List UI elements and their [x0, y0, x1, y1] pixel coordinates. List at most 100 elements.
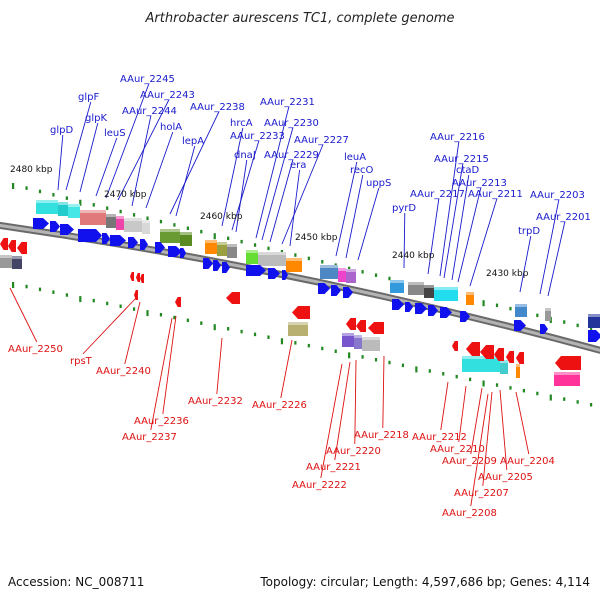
reverse-gene-leader: [440, 381, 449, 431]
feature-box: [160, 229, 180, 243]
scale-tick-inner: [334, 349, 337, 354]
reverse-gene-arrow: [175, 297, 181, 307]
scale-tick-outer: [321, 260, 324, 264]
reverse-gene-leader: [124, 301, 141, 365]
forward-gene-arrow: [392, 299, 404, 310]
forward-gene-leader: [231, 140, 260, 231]
feature-box-shine: [12, 256, 22, 259]
scale-tick-inner: [469, 377, 472, 382]
feature-box-shine: [58, 202, 68, 205]
scale-tick-outer: [92, 203, 95, 207]
feature-box: [424, 285, 434, 298]
feature-box-shine: [106, 214, 116, 217]
scale-tick-inner: [348, 352, 351, 359]
feature-box-shine: [246, 250, 258, 253]
feature-box: [106, 214, 116, 228]
forward-gene-leader: [65, 101, 92, 191]
feature-box: [462, 356, 500, 372]
feature-box-shine: [408, 282, 424, 285]
scale-tick-inner: [415, 366, 418, 373]
forward-gene-label: AAur_2230: [264, 118, 319, 129]
scale-tick-outer: [106, 206, 109, 210]
reverse-gene-arrow: [0, 238, 8, 250]
feature-box: [205, 240, 217, 254]
feature-box-shine: [362, 337, 380, 340]
scale-tick-inner: [106, 301, 109, 306]
reverse-gene-label: AAur_2226: [252, 400, 307, 411]
feature-box-shine: [515, 304, 527, 307]
scale-label: 2480 kbp: [10, 165, 53, 175]
feature-box-shine: [545, 308, 551, 311]
scale-tick-outer: [253, 243, 257, 247]
forward-gene-label: AAur_2217: [410, 189, 465, 200]
reverse-gene-label: AAur_2240: [96, 366, 151, 377]
reverse-gene-leader: [470, 387, 483, 455]
scale-tick-inner: [25, 284, 28, 289]
reverse-gene-arrow: [346, 318, 356, 330]
scale-tick-outer: [159, 219, 163, 224]
scale-label: 2430 kbp: [486, 269, 529, 279]
forward-gene-arrow: [140, 239, 148, 250]
forward-gene-leader: [443, 163, 464, 279]
scale-tick-inner: [213, 324, 216, 331]
scale-tick-inner: [132, 307, 136, 311]
scale-tick-inner: [509, 386, 512, 390]
forward-gene-arrow: [60, 224, 74, 235]
feature-box: [346, 269, 356, 283]
reverse-gene-arrow: [226, 292, 240, 304]
feature-box: [217, 242, 227, 256]
scale-label: 2460 kbp: [200, 212, 243, 222]
feature-box: [0, 255, 12, 268]
reverse-gene-label: AAur_2209: [442, 456, 497, 467]
genome-backbone-highlight: [0, 223, 600, 352]
scale-tick-inner: [428, 369, 431, 373]
reverse-gene-leader: [9, 287, 38, 343]
reverse-gene-label: AAur_2210: [430, 444, 485, 455]
feature-box: [246, 250, 258, 264]
diagram-title: Arthrobacter aurescens TC1, complete gen…: [145, 11, 455, 26]
forward-gene-arrow: [282, 270, 288, 280]
forward-gene-label: ctaD: [456, 165, 480, 176]
scale-tick-outer: [361, 270, 364, 274]
feature-box-shine: [116, 216, 124, 219]
reverse-gene-leader: [470, 393, 489, 507]
forward-gene-leader: [79, 122, 99, 193]
reverse-gene-arrow: [368, 322, 384, 334]
scale-tick-inner: [294, 341, 297, 345]
reverse-gene-leader: [162, 315, 177, 415]
feature-box-shine: [205, 240, 217, 243]
scale-tick-inner: [401, 363, 405, 368]
reverse-gene-arrow: [480, 345, 494, 359]
feature-box-shine: [516, 364, 520, 367]
forward-gene-leader: [451, 174, 470, 281]
scale-tick-inner: [146, 310, 149, 317]
forward-gene-arrow: [415, 303, 427, 314]
reverse-gene-arrow: [466, 342, 480, 356]
scale-tick-inner: [52, 290, 55, 294]
forward-gene-leader: [235, 159, 248, 233]
feature-box: [227, 244, 237, 258]
scale-tick-inner: [321, 346, 324, 351]
forward-gene-arrow: [110, 235, 126, 246]
scale-tick-inner: [240, 329, 243, 334]
feature-box: [466, 292, 474, 305]
scale-tick-inner: [590, 403, 593, 407]
forward-gene-leader: [519, 235, 532, 293]
feature-box-shine: [346, 269, 356, 272]
scale-tick-inner: [119, 304, 122, 309]
forward-gene-label: uppS: [366, 178, 391, 189]
scale-tick-inner: [374, 357, 378, 362]
feature-box: [58, 202, 68, 216]
forward-gene-arrow: [540, 324, 548, 334]
scale-tick-inner: [38, 287, 42, 292]
reverse-gene-label: AAur_2207: [454, 488, 509, 499]
reverse-gene-leader: [515, 391, 530, 455]
reverse-gene-label: AAur_2222: [292, 480, 347, 491]
forward-gene-leader: [345, 174, 364, 259]
forward-gene-arrow: [460, 311, 470, 322]
forward-gene-leader: [439, 141, 460, 277]
forward-gene-arrow: [588, 330, 600, 342]
feature-box: [80, 210, 106, 225]
forward-gene-arrow: [155, 242, 165, 253]
reverse-gene-label: AAur_2205: [478, 472, 533, 483]
